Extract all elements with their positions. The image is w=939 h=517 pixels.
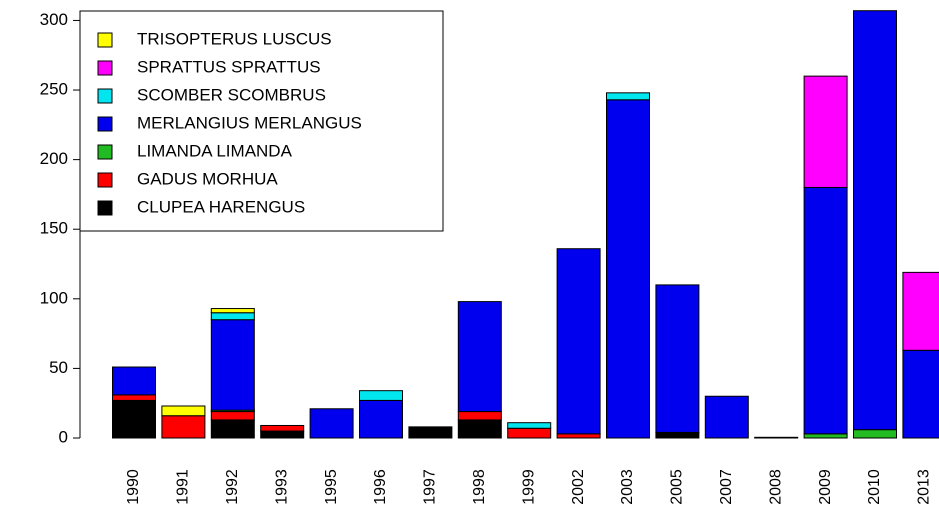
legend-label: CLUPEA HARENGUS [137,197,305,216]
y-tick-label: 300 [40,10,68,29]
bar-segment [902,271,939,351]
x-tick-label: 1999 [520,469,537,505]
x-tick-label: 2008 [767,469,784,505]
bar-segment [655,431,700,439]
x-tick-label: 2002 [570,469,587,505]
legend-box [79,10,444,232]
bar-segment [309,408,354,439]
bar-segment [556,248,601,435]
bar-segment [210,319,255,411]
bar-segment [359,390,403,401]
bar-segment [556,433,601,439]
x-tick-label: 1992 [224,469,241,505]
x-tick-label: 1998 [471,469,488,505]
x-tick-label: 2007 [718,469,735,505]
bar-segment [408,426,453,439]
bar-segment [260,424,305,432]
legend-swatch [97,88,113,104]
legend-label: TRISOPTERUS LUSCUS [137,29,332,48]
bar-segment [507,427,552,439]
bar-segment [704,395,749,439]
x-tick-label: 2010 [866,469,883,505]
y-tick-label: 250 [40,80,68,99]
bar-segment [260,430,305,439]
bar-segment [359,399,403,439]
x-tick-label: 1990 [125,469,142,505]
bar-segment [112,399,156,439]
bar-segment [803,75,848,188]
bar-segment [161,405,206,417]
legend-swatch [97,60,113,76]
x-tick-label: 1991 [175,469,192,505]
bar-segment [803,186,848,435]
x-tick-label: 1993 [273,469,290,505]
legend-swatch [97,144,113,160]
bar-segment [853,10,897,431]
legend-swatch [97,32,113,48]
bar-segment [112,366,156,396]
x-tick-label: 1997 [422,469,439,505]
bar-segment [902,349,939,439]
legend-swatch [97,116,113,132]
legend-swatch [97,172,113,188]
x-tick-label: 1995 [323,469,340,505]
legend-swatch [97,200,113,216]
bar-segment [210,411,255,421]
bar-segment [754,436,799,439]
bar-segment [161,415,206,439]
bar-segment [853,429,897,439]
legend-label: SPRATTUS SPRATTUS [137,57,321,76]
x-tick-label: 2003 [619,469,636,505]
bar-segment [457,301,502,413]
bar-segment [606,92,650,101]
y-tick-label: 50 [49,358,68,377]
bar-segment [210,312,255,321]
legend-label: MERLANGIUS MERLANGUS [137,113,362,132]
legend-label: GADUS MORHUA [137,169,278,188]
legend-label: LIMANDA LIMANDA [137,141,293,160]
bar-segment [507,422,552,429]
y-tick-label: 200 [40,149,68,168]
bar-segment [457,411,502,421]
bar-segment [803,433,848,439]
x-tick-label: 2013 [916,469,933,505]
bar-segment [655,284,700,433]
bar-segment [606,99,650,439]
bar-segment [210,308,255,314]
y-tick-label: 150 [40,219,68,238]
x-tick-label: 2009 [817,469,834,505]
y-tick-label: 100 [40,288,68,307]
x-tick-label: 1996 [372,469,389,505]
y-tick-label: 0 [59,427,68,446]
x-tick-label: 2005 [669,469,686,505]
bar-segment [457,419,502,439]
bar-segment [112,394,156,401]
legend-label: SCOMBER SCOMBRUS [137,85,326,104]
bar-segment [210,419,255,439]
